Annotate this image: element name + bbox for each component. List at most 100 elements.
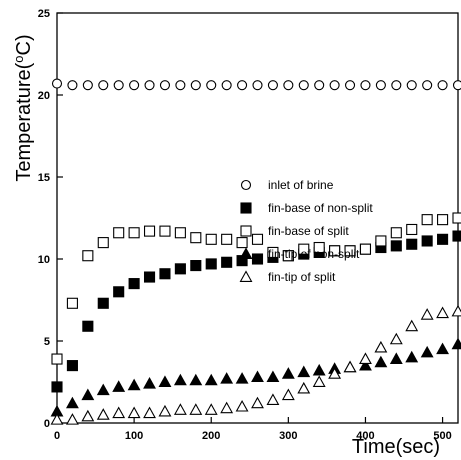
data-point — [96, 408, 110, 420]
data-point — [314, 80, 325, 91]
y-tick-label: 0 — [44, 418, 50, 430]
legend-item: fin-tip of non-split — [239, 247, 360, 261]
data-point — [436, 306, 450, 319]
data-point — [174, 227, 186, 239]
y-axis-title-pre: Temperature( — [13, 62, 35, 181]
legend-item: inlet of brine — [240, 178, 334, 192]
data-point — [375, 80, 386, 91]
data-point — [205, 233, 217, 245]
data-point — [143, 406, 156, 419]
data-point — [297, 365, 311, 378]
data-point — [174, 263, 186, 275]
data-point — [281, 367, 295, 379]
series-5 — [50, 304, 461, 425]
data-point — [143, 377, 156, 389]
data-point — [97, 297, 109, 309]
data-point — [51, 78, 63, 89]
data-point — [360, 80, 371, 91]
data-point — [282, 250, 294, 262]
y-tick-label: 15 — [38, 172, 50, 184]
y-tick-label: 25 — [38, 8, 50, 20]
data-point — [220, 372, 234, 384]
data-point — [66, 297, 78, 309]
data-point — [266, 370, 280, 383]
data-point — [158, 404, 172, 417]
data-point — [251, 253, 264, 265]
data-point — [221, 80, 232, 91]
data-point — [312, 375, 326, 387]
data-point — [144, 80, 155, 91]
data-point — [252, 80, 263, 91]
data-point — [437, 233, 449, 245]
data-point — [127, 406, 141, 419]
y-axis-title: Temperature(oC) — [11, 34, 36, 181]
data-point — [375, 235, 387, 247]
data-point — [359, 352, 372, 364]
data-point — [344, 80, 356, 91]
data-point — [389, 332, 403, 345]
data-point — [298, 243, 310, 255]
x-tick-label: 0 — [54, 430, 60, 442]
x-axis: 0 100 200 300 400 500 — [54, 417, 452, 442]
data-point — [344, 245, 356, 257]
data-point — [298, 80, 309, 91]
data-point — [113, 286, 125, 298]
data-point — [267, 246, 279, 258]
legend-item: fin-base of split — [240, 224, 349, 238]
data-point — [113, 80, 124, 91]
x-tick-label: 400 — [356, 430, 374, 442]
data-point — [189, 403, 203, 415]
data-point — [97, 237, 109, 249]
data-point — [128, 227, 140, 239]
x-axis-title: Time(sec) — [352, 436, 440, 458]
data-point — [173, 403, 187, 415]
data-point — [67, 80, 78, 91]
legend-marker — [239, 247, 253, 259]
x-tick-label: 300 — [279, 430, 297, 442]
data-point — [112, 380, 126, 392]
data-point — [267, 80, 278, 91]
data-point — [221, 233, 233, 245]
data-point — [452, 80, 461, 91]
data-point — [251, 396, 264, 409]
data-point — [390, 227, 402, 239]
legend: inlet of brine fin-base of non-split fin-b… — [239, 178, 373, 284]
data-point — [82, 320, 94, 332]
data-point — [112, 406, 126, 419]
data-point — [190, 232, 202, 244]
data-point — [205, 258, 217, 270]
data-point — [189, 373, 203, 386]
y-axis: 0 5 10 15 20 25 — [38, 8, 63, 430]
y-tick-label: 10 — [38, 254, 50, 266]
data-point — [173, 373, 187, 386]
series-2 — [51, 230, 461, 393]
legend-marker — [240, 202, 252, 214]
data-point — [281, 388, 295, 401]
y-axis-title-sup: o — [11, 55, 26, 62]
data-point — [329, 80, 340, 91]
data-point — [343, 360, 357, 373]
data-point — [113, 227, 125, 239]
data-point — [190, 80, 201, 91]
legend-label: fin-tip of non-split — [268, 247, 360, 261]
data-point — [204, 403, 218, 415]
data-point — [98, 80, 109, 91]
data-point — [436, 342, 450, 355]
data-point — [159, 225, 171, 237]
data-point — [50, 413, 64, 425]
data-point — [452, 212, 461, 224]
data-point — [51, 353, 63, 365]
data-point — [329, 245, 341, 257]
legend-label: inlet of brine — [268, 178, 334, 192]
data-point — [66, 360, 78, 372]
y-tick-label: 20 — [38, 90, 50, 102]
legend-marker — [239, 270, 253, 282]
data-point — [391, 80, 402, 91]
data-point — [437, 214, 449, 226]
data-point — [451, 304, 461, 317]
series-layer — [50, 78, 461, 425]
data-point — [82, 250, 94, 262]
data-point — [143, 225, 156, 237]
data-point — [96, 383, 110, 396]
data-point — [266, 393, 280, 405]
